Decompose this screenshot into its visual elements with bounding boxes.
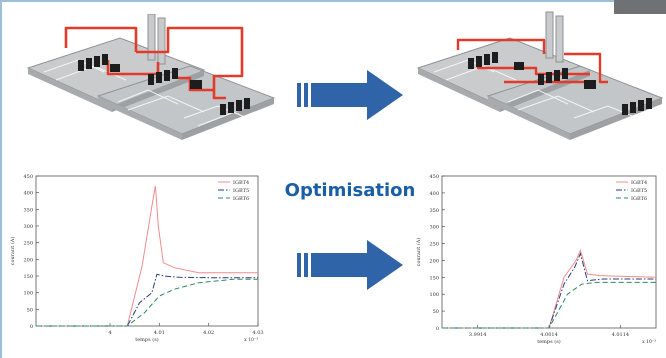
series-line-igbt4 [442, 248, 657, 329]
y-axis-label: courant (A) [415, 238, 422, 267]
x-tick-label: 4.01 [154, 330, 165, 336]
baseplate [416, 37, 664, 140]
power-module-before [26, 14, 276, 140]
y-tick-label: 0 [30, 324, 33, 330]
y-tick-label: 50 [433, 309, 439, 315]
igbt-chips [468, 52, 652, 115]
y-axis-label: courant (A) [9, 237, 16, 266]
plot-area [441, 175, 657, 329]
y-tick-label: 100 [23, 291, 33, 297]
legend-label: IGBT6 [233, 196, 249, 202]
x-tick-label: 4.03 [252, 330, 263, 336]
arrow-right-icon [297, 70, 403, 120]
y-tick-label: 350 [23, 207, 33, 213]
y-tick-label: 300 [429, 225, 439, 231]
series-line-igbt5 [442, 252, 656, 329]
terminal-posts [147, 14, 166, 65]
y-tick-label: 100 [429, 292, 439, 298]
y-tick-label: 450 [429, 174, 439, 180]
x-tick-label: 3.9914 [469, 332, 487, 338]
y-tick-label: 250 [429, 242, 439, 248]
optimisation-caption: Optimisation [284, 180, 416, 201]
y-tick-label: 0 [436, 326, 439, 332]
corner-tab [614, 0, 666, 14]
x-exponent-label: x 10⁻³ [642, 339, 656, 345]
x-tick-label: 4.0014 [540, 332, 558, 338]
legend-label: IGBT5 [233, 188, 249, 194]
power-module-after [416, 11, 664, 140]
x-tick-label: 4.0114 [612, 332, 630, 338]
y-tick-label: 450 [23, 174, 33, 180]
y-tick-label: 200 [429, 258, 439, 264]
legend-label: IGBT4 [233, 180, 249, 186]
current-plot-before: 0 50 100 150 200 250 300 350 400 450 4 4.01 4.02 4.03… [9, 174, 264, 343]
legend-label: IGBT5 [631, 188, 647, 194]
y-tick-label: 350 [429, 208, 439, 214]
x-axis-label: temps (s) [135, 336, 159, 343]
y-tick-label: 400 [23, 191, 33, 197]
series-line-igbt6 [442, 281, 656, 329]
x-exponent-label: x 10⁻³ [244, 337, 258, 343]
x-tick-label: 4.02 [203, 330, 214, 336]
x-axis-label: temps (s) [537, 338, 561, 345]
legend-label: IGBT6 [631, 196, 647, 202]
plot-area [35, 175, 259, 327]
legend-label: IGBT4 [631, 180, 647, 186]
y-tick-label: 400 [429, 191, 439, 197]
y-tick-label: 50 [27, 307, 33, 313]
terminal-posts [545, 11, 564, 63]
y-tick-label: 300 [23, 224, 33, 230]
current-plot-after: 0 50 100 150 200 250 300 350 400 450 3.9914 4.0014 4… [415, 174, 657, 345]
arrow-right-icon [297, 240, 403, 290]
y-tick-label: 150 [23, 274, 33, 280]
igbt-chips [78, 54, 250, 115]
series-line-igbt6 [36, 278, 258, 327]
y-tick-label: 150 [429, 275, 439, 281]
y-tick-label: 200 [23, 257, 33, 263]
y-tick-label: 250 [23, 241, 33, 247]
x-tick-label: 4 [108, 330, 111, 336]
